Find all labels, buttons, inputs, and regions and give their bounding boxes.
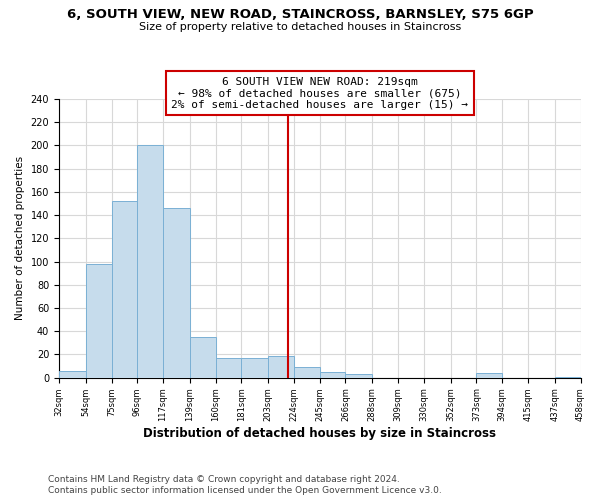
Bar [268, 356, 294, 378]
X-axis label: Distribution of detached houses by size in Staincross: Distribution of detached houses by size … [143, 427, 496, 440]
Text: Contains public sector information licensed under the Open Government Licence v3: Contains public sector information licen… [48, 486, 442, 495]
Bar [346, 374, 373, 378]
Bar [190, 337, 215, 378]
Text: Size of property relative to detached houses in Staincross: Size of property relative to detached ho… [139, 22, 461, 32]
Bar [86, 264, 112, 378]
Y-axis label: Number of detached properties: Number of detached properties [15, 156, 25, 320]
Bar [294, 368, 320, 378]
Bar [476, 373, 502, 378]
Bar [215, 358, 241, 378]
Bar [555, 376, 581, 378]
Bar [320, 372, 346, 378]
Text: 6, SOUTH VIEW, NEW ROAD, STAINCROSS, BARNSLEY, S75 6GP: 6, SOUTH VIEW, NEW ROAD, STAINCROSS, BAR… [67, 8, 533, 20]
Text: 6 SOUTH VIEW NEW ROAD: 219sqm
← 98% of detached houses are smaller (675)
2% of s: 6 SOUTH VIEW NEW ROAD: 219sqm ← 98% of d… [171, 76, 468, 110]
Bar [59, 371, 86, 378]
Bar [241, 358, 268, 378]
Bar [112, 201, 137, 378]
Bar [163, 208, 190, 378]
Text: Contains HM Land Registry data © Crown copyright and database right 2024.: Contains HM Land Registry data © Crown c… [48, 475, 400, 484]
Bar [137, 146, 163, 378]
